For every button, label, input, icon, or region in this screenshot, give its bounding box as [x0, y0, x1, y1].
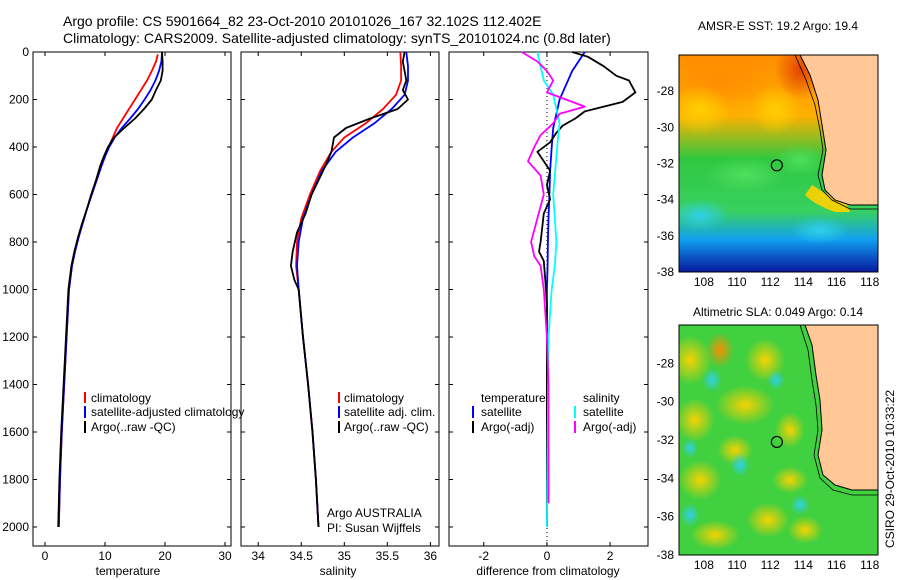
map-x-tick-label: 116	[827, 275, 846, 289]
sst-map-title: AMSR-E SST: 19.2 Argo: 19.4	[698, 19, 858, 33]
difference-legend: temperature salinity satellite Argo(-adj…	[472, 391, 636, 434]
x-tick-label: 35	[338, 549, 352, 563]
sst-argo-location-marker	[770, 159, 783, 172]
legend-label-argo: Argo(..raw -QC)	[91, 420, 176, 434]
map-x-tick-label: 116	[827, 558, 846, 572]
x-tick-label: -2	[478, 549, 489, 563]
y-tick-label: 0	[22, 45, 29, 59]
map-y-tick-label: -30	[657, 395, 675, 409]
series-line-satellite-adjusted-climatology	[57, 51, 163, 528]
y-tick-label: 1800	[2, 473, 29, 487]
difference-axes	[448, 51, 649, 547]
series-line-temperature-argo-adj-	[536, 51, 637, 527]
figure-title-line2: Climatology: CARS2009. Satellite-adjuste…	[63, 30, 611, 46]
map-y-tick-label: -30	[657, 120, 675, 134]
series-line-climatology	[57, 54, 159, 528]
sla-land-mass	[804, 325, 878, 491]
profile-lines-layer	[57, 51, 637, 528]
sla-map-axes	[678, 324, 879, 556]
series-line-argo-raw-qc-	[289, 51, 409, 528]
sst-map-axes	[678, 54, 879, 273]
map-x-tick-label: 118	[860, 275, 879, 289]
map-y-tick-label: -32	[657, 157, 675, 171]
x-tick-label: 30	[218, 549, 232, 563]
sla-map-title: Altimetric SLA: 0.049 Argo: 0.14	[693, 305, 863, 319]
map-y-tick-label: -34	[657, 193, 675, 207]
temperature-xlabel: temperature	[96, 564, 161, 578]
legend-label-satellite: satellite adj. clim.	[344, 405, 435, 419]
legend-title-temperature: temperature	[481, 391, 546, 405]
legend-label-temp-argo: Argo(-adj)	[481, 420, 534, 434]
y-tick-label: 1600	[2, 425, 29, 439]
x-tick-label: 34.5	[290, 549, 314, 563]
x-tick-label: 20	[158, 549, 172, 563]
map-x-tick-label: 110	[727, 275, 746, 289]
map-x-tick-label: 114	[794, 275, 813, 289]
timestamp-label: CSIRO 29-Oct-2010 10:33:22	[883, 390, 897, 548]
axis-ticks-layer: 0 10 20 30020040060080010001200140016001800…	[2, 45, 879, 572]
argo-program-label: Argo AUSTRALIA	[327, 506, 422, 520]
map-x-tick-label: 108	[694, 558, 714, 572]
y-tick-label: 1400	[2, 378, 29, 392]
difference-xlabel: difference from climatology	[476, 564, 619, 578]
x-tick-label: 10	[98, 549, 112, 563]
map-y-tick-label: -32	[657, 433, 675, 447]
series-line-temperature-satellite	[546, 51, 586, 527]
map-x-tick-label: 108	[694, 275, 714, 289]
legend-label-climatology: climatology	[91, 391, 151, 405]
temperature-axes	[32, 51, 232, 547]
y-tick-label: 1000	[2, 283, 29, 297]
map-y-tick-label: -34	[657, 471, 675, 485]
pi-name-label: PI: Susan Wijffels	[327, 521, 421, 535]
temperature-legend: climatology satellite-adjusted climatolo…	[84, 391, 244, 434]
sla-argo-location-marker	[770, 435, 783, 449]
map-y-tick-label: -28	[657, 84, 675, 98]
map-y-tick-label: -28	[657, 356, 675, 370]
legend-label-climatology: climatology	[344, 391, 404, 405]
map-x-tick-label: 112	[761, 275, 780, 289]
legend-label-argo: Argo(..raw -QC)	[344, 420, 429, 434]
y-tick-label: 600	[9, 188, 29, 202]
sst-land-mass	[799, 55, 878, 206]
legend-label-temp-satellite: satellite	[481, 405, 522, 419]
sla-map-field	[679, 325, 878, 555]
y-tick-label: 400	[9, 140, 29, 154]
map-x-tick-label: 114	[794, 558, 813, 572]
map-y-tick-label: -36	[657, 229, 675, 243]
salinity-legend: climatology satellite adj. clim. Argo(..…	[327, 391, 435, 535]
salinity-axes	[240, 51, 440, 547]
sst-map-field	[679, 55, 878, 272]
salinity-xlabel: salinity	[320, 564, 357, 578]
map-x-tick-label: 118	[860, 558, 879, 572]
legend-label-sal-argo: Argo(-adj)	[583, 420, 636, 434]
x-tick-label: 35.5	[376, 549, 400, 563]
legend-title-salinity: salinity	[583, 391, 620, 405]
x-tick-label: 0	[544, 549, 551, 563]
map-y-tick-label: -36	[657, 510, 675, 524]
x-tick-label: 36	[424, 549, 438, 563]
series-line-salinity-argo-adj-	[521, 51, 586, 504]
legend-label-satellite: satellite-adjusted climatology	[91, 405, 244, 419]
map-y-tick-label: -38	[657, 265, 675, 279]
map-y-tick-label: -38	[657, 548, 675, 562]
y-tick-label: 800	[9, 235, 29, 249]
x-tick-label: 34	[252, 549, 266, 563]
y-tick-label: 1200	[2, 330, 29, 344]
series-line-climatology	[295, 51, 403, 528]
map-x-tick-label: 110	[727, 558, 746, 572]
x-tick-label: 0	[42, 549, 49, 563]
series-line-argo-raw-qc-	[57, 51, 164, 528]
figure-title-line1: Argo profile: CS 5901664_82 23-Oct-2010 …	[63, 13, 541, 29]
legend-label-sal-satellite: satellite	[583, 405, 624, 419]
x-tick-label: 2	[607, 549, 614, 563]
y-tick-label: 2000	[2, 520, 29, 534]
y-tick-label: 200	[9, 93, 29, 107]
map-x-tick-label: 112	[761, 558, 780, 572]
